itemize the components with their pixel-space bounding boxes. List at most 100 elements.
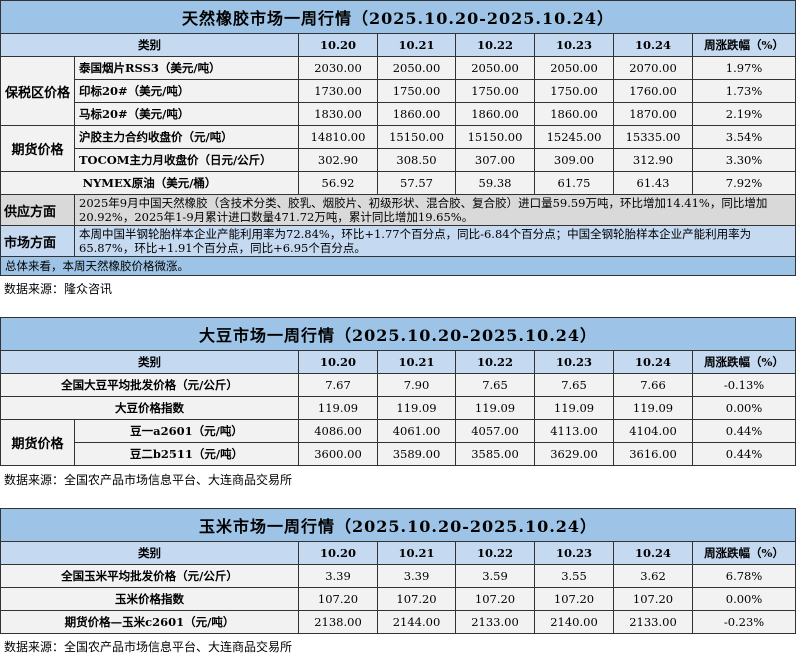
price-cell: 1870.00 [613,102,693,126]
weekly-change: 2.19% [691,102,797,126]
price-cell: 7.90 [377,373,456,397]
price-cell: 7.65 [534,373,614,397]
column-header-category: 类别 [0,350,299,374]
price-cell: 2138.00 [298,610,378,634]
price-cell: 3629.00 [534,442,614,466]
row-label: 全国玉米平均批发价格（元/公斤） [0,564,299,588]
title-row: 大豆市场一周行情（2025.10.20-2025.10.24） [0,317,797,351]
row-label: 印标20#（美元/吨） [74,79,299,103]
table-row: 期货价格 沪胶主力合约收盘价（元/吨） 14810.00 15150.00 15150.… [0,125,797,172]
price-cell: 302.90 [298,148,378,172]
row-label: NYMEX原油（美元/桶） [0,171,299,195]
row-label: 泰国烟片RSS3（美元/吨） [74,56,299,80]
column-header: 10.24 [613,33,693,57]
summary-text: 总体来看，本周天然橡胶价格微涨。 [0,256,797,276]
soybean-source: 数据来源：全国农产品市场信息平台、大连商品交易所 [4,473,293,487]
price-cell: 61.43 [613,171,693,195]
group-label: 期货价格 [0,419,75,466]
table-row: 玉米价格指数 107.20 107.20 107.20 107.20 107.20 0.00… [0,587,797,611]
price-cell: 1760.00 [613,79,693,103]
weekly-change: 0.44% [691,419,797,443]
rubber-source: 数据来源：隆众咨讯 [4,282,113,296]
price-cell: 4113.00 [534,419,614,443]
market-text: 本周中国半钢轮胎样本企业产能利用率为72.84%，环比+1.77个百分点，同比-… [73,225,797,257]
price-cell: 3585.00 [455,442,535,466]
price-cell: 309.00 [534,148,614,172]
price-cell: 56.92 [298,171,378,195]
price-cell: 119.09 [613,396,693,420]
price-cell: 4061.00 [377,419,456,443]
row-label: 沪胶主力合约收盘价（元/吨） [74,125,299,149]
price-cell: 3.39 [298,564,378,588]
table-row: 印标20#（美元/吨） 1730.00 1750.00 1750.00 1750.00 1… [1,79,797,103]
market-label: 市场方面 [0,225,75,257]
table-row: 期货价格—玉米c2601（元/吨） 2138.00 2144.00 2133.00 21… [0,610,797,634]
table-row: 期货价格 豆一a2601（元/吨） 4086.00 4061.00 4057.00 411… [0,419,797,466]
price-cell: 119.09 [455,396,535,420]
weekly-change: 3.30% [691,148,797,172]
price-cell: 2140.00 [534,610,614,634]
table-title: 玉米市场一周行情（2025.10.20-2025.10.24） [0,508,797,542]
price-cell: 107.20 [298,587,378,611]
price-cell: 15150.00 [455,125,535,149]
price-cell: 2050.00 [534,56,614,80]
price-cell: 14810.00 [298,125,378,149]
column-header: 周涨跌幅（%） [691,350,797,374]
price-cell: 15150.00 [377,125,456,149]
price-cell: 307.00 [455,148,535,172]
group-label: 保税区价格 [0,56,75,126]
header-row: 类别 10.20 10.21 10.22 10.23 10.24 周涨跌幅（%） [0,350,797,374]
price-cell: 59.38 [455,171,535,195]
table-row: 全国大豆平均批发价格（元/公斤） 7.67 7.90 7.65 7.65 7.66 -0.1… [0,373,797,397]
soybean-table: 大豆市场一周行情（2025.10.20-2025.10.24） 类别 10.20 10… [0,317,797,466]
price-cell: 1830.00 [298,102,378,126]
table-row: 全国玉米平均批发价格（元/公斤） 3.39 3.39 3.59 3.55 3.62 6.78… [0,564,797,588]
price-cell: 3.59 [455,564,535,588]
column-header: 10.23 [534,541,614,565]
corn-source: 数据来源：全国农产品市场信息平台、大连商品交易所 [4,640,293,654]
weekly-change: -0.23% [691,610,797,634]
table-title: 天然橡胶市场一周行情（2025.10.20-2025.10.24） [0,0,797,34]
price-cell: 2133.00 [455,610,535,634]
weekly-change: 0.00% [691,396,797,420]
row-label: TOCOM主力月收盘价（日元/公斤） [74,148,299,172]
column-header: 10.21 [377,541,456,565]
column-header: 10.20 [298,541,378,565]
price-cell: 3616.00 [613,442,693,466]
price-cell: 4057.00 [455,419,535,443]
price-cell: 1860.00 [377,102,456,126]
supply-text: 2025年9月中国天然橡胶（含技术分类、胶乳、烟胶片、初级形状、混合胶、复合胶）… [73,194,797,226]
price-cell: 15245.00 [534,125,614,149]
column-header: 10.20 [298,33,378,57]
price-cell: 57.57 [377,171,456,195]
weekly-change: 1.97% [691,56,797,80]
price-cell: 119.09 [534,396,614,420]
price-cell: 107.20 [455,587,535,611]
column-header: 10.22 [455,541,535,565]
price-cell: 4086.00 [298,419,378,443]
table-row: 保税区价格 泰国烟片RSS3（美元/吨） 2030.00 2050.00 2050.00… [0,56,797,126]
row-label: 期货价格—玉米c2601（元/吨） [0,610,299,634]
price-cell: 2050.00 [377,56,456,80]
row-label: 全国大豆平均批发价格（元/公斤） [0,373,299,397]
price-cell: 4104.00 [613,419,693,443]
weekly-change: -0.13% [691,373,797,397]
row-label: 马标20#（美元/吨） [74,102,299,126]
price-cell: 107.20 [534,587,614,611]
table-row: 大豆价格指数 119.09 119.09 119.09 119.09 119.09 0.00… [0,396,797,420]
supply-row: 供应方面 2025年9月中国天然橡胶（含技术分类、胶乳、烟胶片、初级形状、混合胶、… [0,194,797,226]
supply-label: 供应方面 [0,194,75,226]
group-label: 期货价格 [0,125,75,172]
column-header-category: 类别 [0,33,299,57]
column-header-category: 类别 [0,541,299,565]
column-header: 10.20 [298,350,378,374]
price-cell: 3.55 [534,564,614,588]
rubber-table: 天然橡胶市场一周行情（2025.10.20-2025.10.24） 类别 10.20… [0,0,797,276]
price-cell: 1750.00 [377,79,456,103]
column-header: 10.22 [455,350,535,374]
price-cell: 2050.00 [455,56,535,80]
price-cell: 3.39 [377,564,456,588]
row-label: 豆二b2511（元/吨） [74,442,299,466]
price-cell: 61.75 [534,171,614,195]
price-cell: 312.90 [613,148,693,172]
